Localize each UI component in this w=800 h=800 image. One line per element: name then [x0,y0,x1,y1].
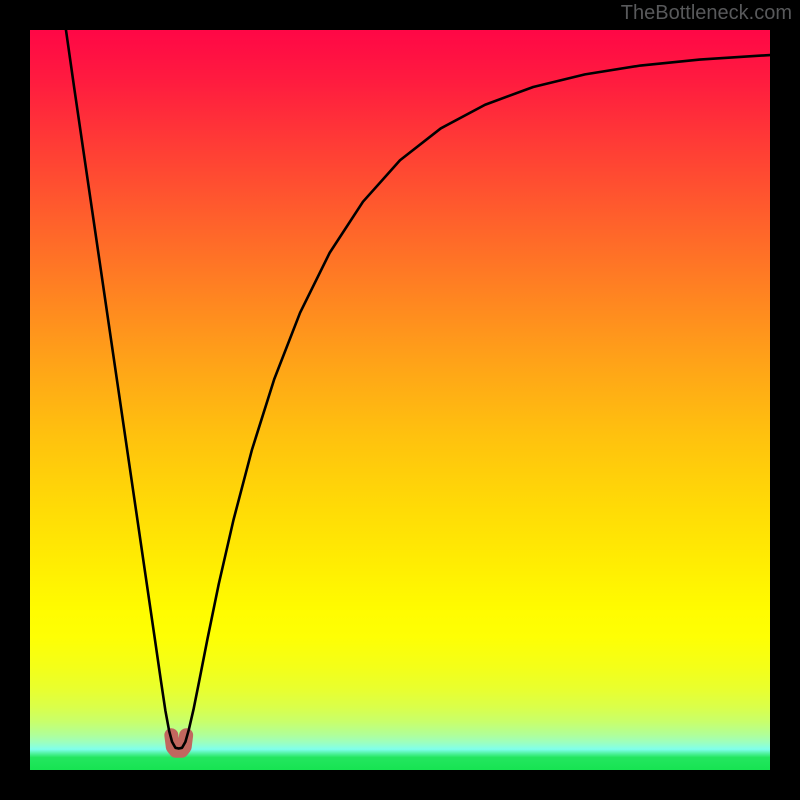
plot-svg [30,30,770,770]
gradient-background [30,30,770,770]
plot-area [30,30,770,770]
frame-right [770,0,800,800]
watermark-text: TheBottleneck.com [621,2,792,25]
figure-root: TheBottleneck.com [0,0,800,800]
frame-left [0,0,30,800]
frame-bottom [0,770,800,800]
